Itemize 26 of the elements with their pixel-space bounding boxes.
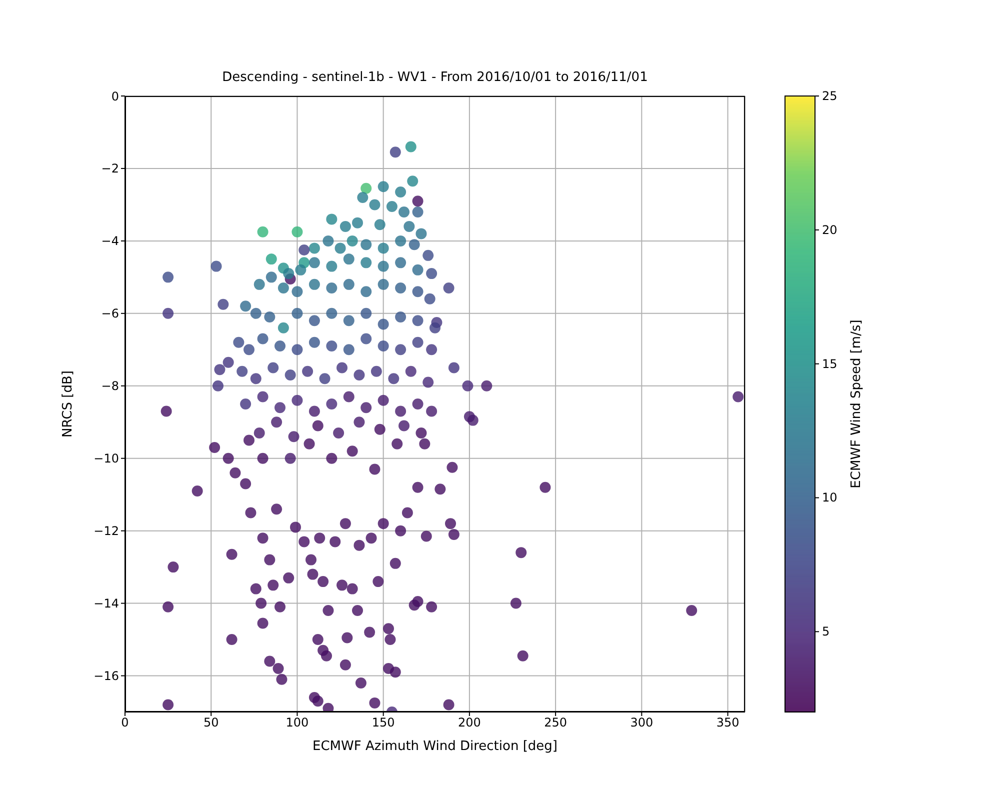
y-tick-label: −6	[101, 306, 119, 321]
color-bar-label: 20	[822, 222, 838, 237]
y-tick-label: 0	[111, 89, 119, 104]
x-tick-label: 250	[544, 716, 568, 730]
x-tick-label: 300	[630, 716, 654, 730]
y-axis-title: NRCS [dB]	[60, 370, 76, 438]
y-tick-label: −14	[94, 596, 119, 611]
color-bar-label: 5	[822, 624, 830, 639]
y-tick-label: −8	[101, 379, 119, 394]
x-tick-label: 50	[203, 716, 219, 730]
color-bar-label: 10	[822, 490, 838, 505]
x-tick-label: 200	[458, 716, 481, 730]
x-tick-label: 100	[286, 716, 309, 730]
color-bar-label: 25	[822, 89, 838, 103]
chart-title: Descending - sentinel-1b - WV1 - From 2016/10/01 to 2016/11/01	[221, 70, 649, 85]
x-tick-label: 350	[716, 716, 740, 730]
y-tick-label: −4	[101, 234, 119, 248]
color-bar-title: ECMWF Wind Speed [m/s]	[849, 320, 864, 488]
y-tick-label: −2	[101, 162, 119, 176]
x-axis-title: ECMWF Azimuth Wind Direction [deg]	[312, 739, 558, 754]
x-tick-label: 0	[121, 716, 129, 730]
color-bar-label: 15	[822, 356, 838, 371]
y-tick-label: −10	[94, 452, 119, 466]
x-tick-label: 150	[372, 716, 395, 730]
y-tick-label: −12	[94, 524, 119, 538]
y-tick-label: −16	[94, 669, 119, 684]
